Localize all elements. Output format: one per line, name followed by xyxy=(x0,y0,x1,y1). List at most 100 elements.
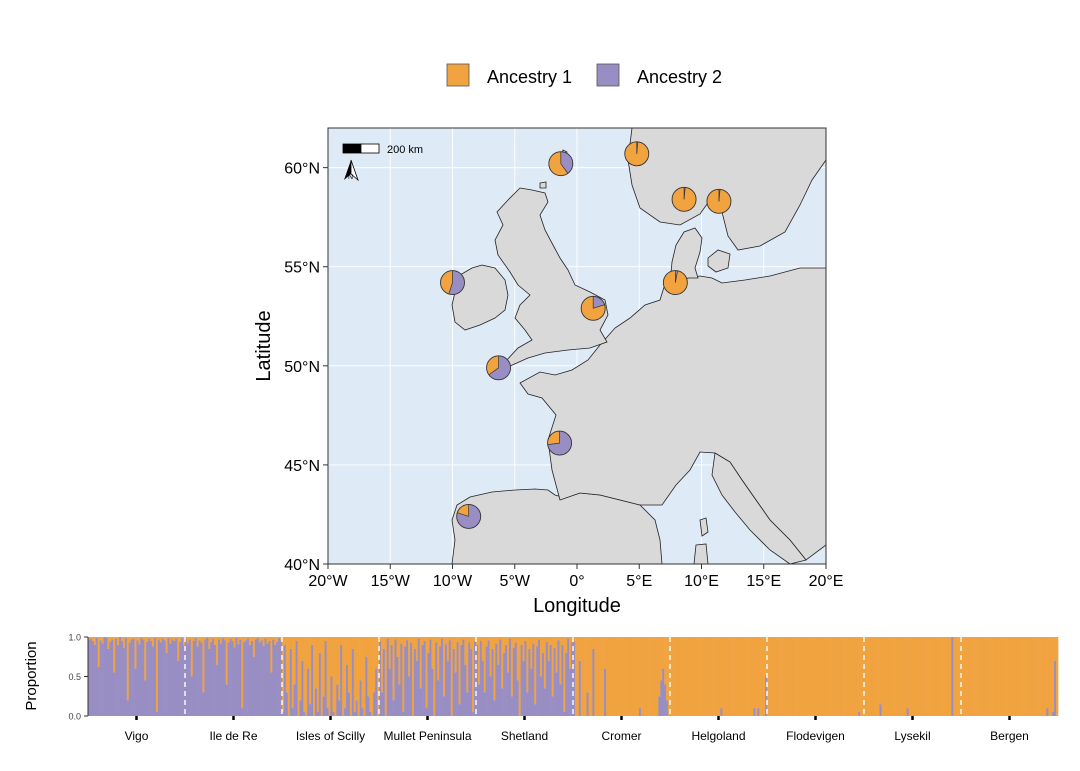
bar-ancestry1 xyxy=(571,637,574,643)
bar-ancestry2 xyxy=(408,676,411,716)
bar-ancestry2 xyxy=(522,660,525,716)
bar-ancestry2 xyxy=(563,712,566,716)
bar-ancestry1 xyxy=(97,637,100,668)
bar-ancestry2 xyxy=(499,639,502,716)
bar-ancestry2 xyxy=(439,646,442,716)
bar-ancestry1 xyxy=(146,637,149,642)
bar-ancestry1 xyxy=(675,637,679,716)
bar-ancestry1 xyxy=(900,637,904,716)
bar-ancestry1 xyxy=(1017,637,1020,716)
bar-ancestry1 xyxy=(501,637,504,689)
bar-ancestry2 xyxy=(415,660,419,716)
bar-ancestry1 xyxy=(668,637,671,716)
bar-ancestry1 xyxy=(895,637,898,716)
bar-ancestry1 xyxy=(563,637,566,713)
bar-ancestry1 xyxy=(441,637,444,639)
bar-ancestry2 xyxy=(227,642,230,716)
bar-ancestry1 xyxy=(999,637,1003,716)
bar-ancestry1 xyxy=(264,637,267,639)
bar-ancestry1 xyxy=(155,637,159,713)
bar-ancestry1 xyxy=(732,637,735,716)
bar-ancestry1 xyxy=(935,637,939,716)
bar-ancestry1 xyxy=(439,637,442,647)
bar-ancestry1 xyxy=(390,637,393,645)
bar-ancestry1 xyxy=(233,637,236,648)
bar-ancestry1 xyxy=(425,637,428,709)
bar-ancestry2 xyxy=(485,646,488,716)
bar-ancestry2 xyxy=(604,668,607,716)
bar-ancestry1 xyxy=(394,637,397,640)
bar-ancestry1 xyxy=(336,637,339,685)
bar-ancestry1 xyxy=(518,637,521,716)
bar-ancestry2 xyxy=(446,660,450,716)
bar-ancestry1 xyxy=(472,637,475,713)
bar-ancestry1 xyxy=(691,637,694,716)
bar-ancestry2 xyxy=(462,639,465,716)
bar-ancestry1 xyxy=(227,637,230,643)
bar-ancestry1 xyxy=(924,637,927,716)
bar-ancestry2 xyxy=(510,696,514,716)
bar-ancestry1 xyxy=(602,637,605,716)
bar-ancestry1 xyxy=(512,637,516,649)
land-jutland xyxy=(669,227,703,285)
population-label: Isles of Scilly xyxy=(296,729,365,743)
bar-ancestry1 xyxy=(1030,637,1034,716)
bar-ancestry1 xyxy=(349,637,353,716)
bar-ancestry2 xyxy=(660,680,663,716)
bar-ancestry1 xyxy=(334,637,337,716)
bar-ancestry1 xyxy=(947,637,950,716)
bar-ancestry1 xyxy=(873,637,876,716)
bar-ancestry1 xyxy=(285,637,289,693)
bar-ancestry1 xyxy=(920,637,923,716)
bar-ancestry1 xyxy=(169,637,172,644)
bar-ancestry2 xyxy=(91,640,95,716)
bar-ancestry1 xyxy=(747,637,750,716)
bar-ancestry1 xyxy=(704,637,708,716)
bar-ancestry1 xyxy=(982,637,985,716)
bar-ancestry1 xyxy=(165,637,168,653)
bar-ancestry1 xyxy=(1054,637,1057,661)
bar-ancestry1 xyxy=(450,637,454,716)
bar-ancestry1 xyxy=(287,637,291,716)
bar-ancestry1 xyxy=(398,637,401,685)
bar-ancestry1 xyxy=(367,637,370,697)
y-tick-label: 45°N xyxy=(284,458,320,475)
pie-divider xyxy=(593,304,605,309)
bar-ancestry1 xyxy=(115,637,118,639)
bar-ancestry1 xyxy=(163,637,166,641)
bar-ancestry1 xyxy=(136,637,139,641)
bar-ancestry1 xyxy=(369,637,372,713)
pie-outline xyxy=(548,151,574,177)
bar-ancestry1 xyxy=(619,637,622,716)
population-label: Cromer xyxy=(601,729,641,743)
bar-ancestry1 xyxy=(706,637,710,716)
bar-ancestry2 xyxy=(427,652,430,716)
bar-ancestry2 xyxy=(200,642,203,716)
bar-ancestry1 xyxy=(801,637,805,716)
bar-ancestry1 xyxy=(726,637,729,716)
bar-ancestry1 xyxy=(508,637,512,639)
bar-ancestry2 xyxy=(144,680,147,716)
bar-ancestry1 xyxy=(1013,637,1016,716)
bar-ancestry2 xyxy=(524,640,527,716)
bar-ancestry2 xyxy=(219,643,223,716)
pie-outline xyxy=(662,270,688,296)
bar-ancestry1 xyxy=(202,637,205,693)
bar-ancestry1 xyxy=(194,637,197,638)
bar-ancestry2 xyxy=(274,644,277,716)
bar-ancestry2 xyxy=(150,640,153,716)
bar-ancestry1 xyxy=(569,637,572,669)
bar-ancestry1 xyxy=(555,637,558,673)
pie-divider xyxy=(547,442,560,445)
bar-ancestry2 xyxy=(1052,712,1055,716)
bar-ancestry1 xyxy=(204,637,207,640)
bar-ancestry2 xyxy=(448,640,452,716)
bar-ancestry1 xyxy=(388,637,391,669)
bar-ancestry1 xyxy=(646,637,649,716)
bar-ancestry2 xyxy=(530,668,533,716)
bar-ancestry2 xyxy=(441,638,444,716)
bar-ancestry2 xyxy=(392,700,395,716)
bar-ancestry1 xyxy=(573,637,576,641)
bar-ancestry1 xyxy=(1001,637,1004,716)
bar-ancestry2 xyxy=(148,638,151,716)
